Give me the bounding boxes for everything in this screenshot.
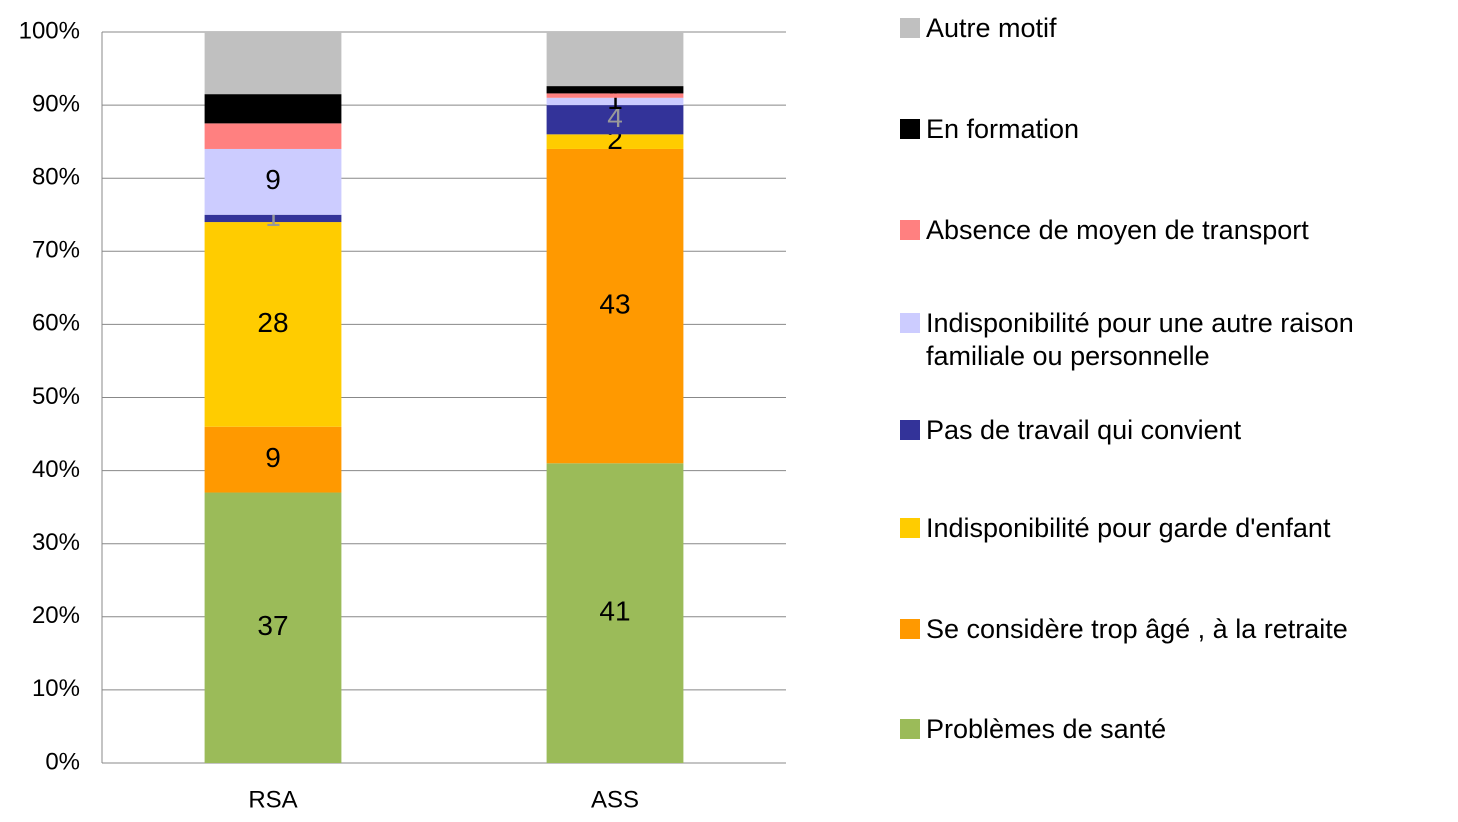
y-tick-label: 20%	[32, 602, 80, 629]
legend-label: Absence de moyen de transport	[926, 215, 1309, 245]
bar-segment	[546, 148, 684, 464]
bar-segment	[204, 148, 342, 215]
x-tick-label: ASS	[591, 786, 639, 813]
bar-segment	[546, 134, 684, 149]
data-label: 9	[265, 164, 281, 195]
legend-label: Indisponibilité pour garde d'enfant	[926, 513, 1331, 543]
legend-swatch	[900, 313, 920, 333]
bar-segment	[546, 86, 684, 94]
y-tick-label: 60%	[32, 310, 80, 337]
data-label: 28	[257, 307, 288, 338]
legend-swatch	[900, 518, 920, 538]
bar-segment	[204, 492, 342, 763]
y-tick-label: 80%	[32, 164, 80, 191]
y-tick-label: 0%	[45, 748, 80, 775]
legend: Autre motif En formation Absence de moyen …	[900, 0, 1455, 822]
bar-segment	[546, 463, 684, 763]
x-tick-label: RSA	[248, 786, 297, 813]
y-tick-label: 90%	[32, 90, 80, 117]
legend-item: Se considère trop âgé , à la retraite	[900, 613, 1446, 646]
legend-item: Indisponibilité pour une autre raison fa…	[900, 307, 1446, 373]
bar-segment	[204, 123, 342, 149]
legend-swatch	[900, 119, 920, 139]
y-tick-label: 30%	[32, 529, 80, 556]
bar-segment	[204, 94, 342, 124]
bar-segment	[204, 426, 342, 493]
legend-item: Autre motif	[900, 12, 1446, 45]
y-tick-label: 50%	[32, 383, 80, 410]
legend-label: Problèmes de santé	[926, 714, 1167, 744]
data-label: 37	[257, 610, 288, 641]
legend-item: Absence de moyen de transport	[900, 214, 1446, 247]
data-label: 43	[599, 289, 630, 320]
bar-segment	[546, 93, 684, 98]
legend-swatch	[900, 719, 920, 739]
y-tick-label: 10%	[32, 675, 80, 702]
legend-item: Indisponibilité pour garde d'enfant	[900, 512, 1446, 545]
legend-item: Pas de travail qui convient	[900, 414, 1446, 447]
y-tick-label: 70%	[32, 237, 80, 264]
bar-segment	[204, 222, 342, 427]
y-tick-label: 100%	[19, 17, 80, 44]
legend-label: Autre motif	[926, 13, 1057, 43]
legend-label: Se considère trop âgé , à la retraite	[926, 614, 1348, 644]
bar-segment	[546, 105, 684, 135]
bar-segment	[204, 214, 342, 223]
data-label: 4	[607, 102, 623, 133]
bar-segment	[546, 97, 684, 106]
legend-item: Problèmes de santé	[900, 713, 1446, 746]
legend-swatch	[900, 18, 920, 38]
bar-segment	[546, 32, 684, 87]
data-label: 9	[265, 442, 281, 473]
legend-label: En formation	[926, 114, 1080, 144]
bar-segment	[204, 32, 342, 95]
legend-swatch	[900, 220, 920, 240]
data-label: 41	[599, 596, 630, 627]
y-tick-label: 40%	[32, 456, 80, 483]
legend-swatch	[900, 619, 920, 639]
legend-item: En formation	[900, 113, 1446, 146]
legend-label: Indisponibilité pour une autre raison fa…	[926, 308, 1354, 371]
chart: 0% 10% 20% 30% 40% 50% 60% 70% 80% 90% 100% RSA 37 9 2…	[19, 17, 786, 813]
legend-label: Pas de travail qui convient	[926, 415, 1242, 445]
legend-swatch	[900, 420, 920, 440]
